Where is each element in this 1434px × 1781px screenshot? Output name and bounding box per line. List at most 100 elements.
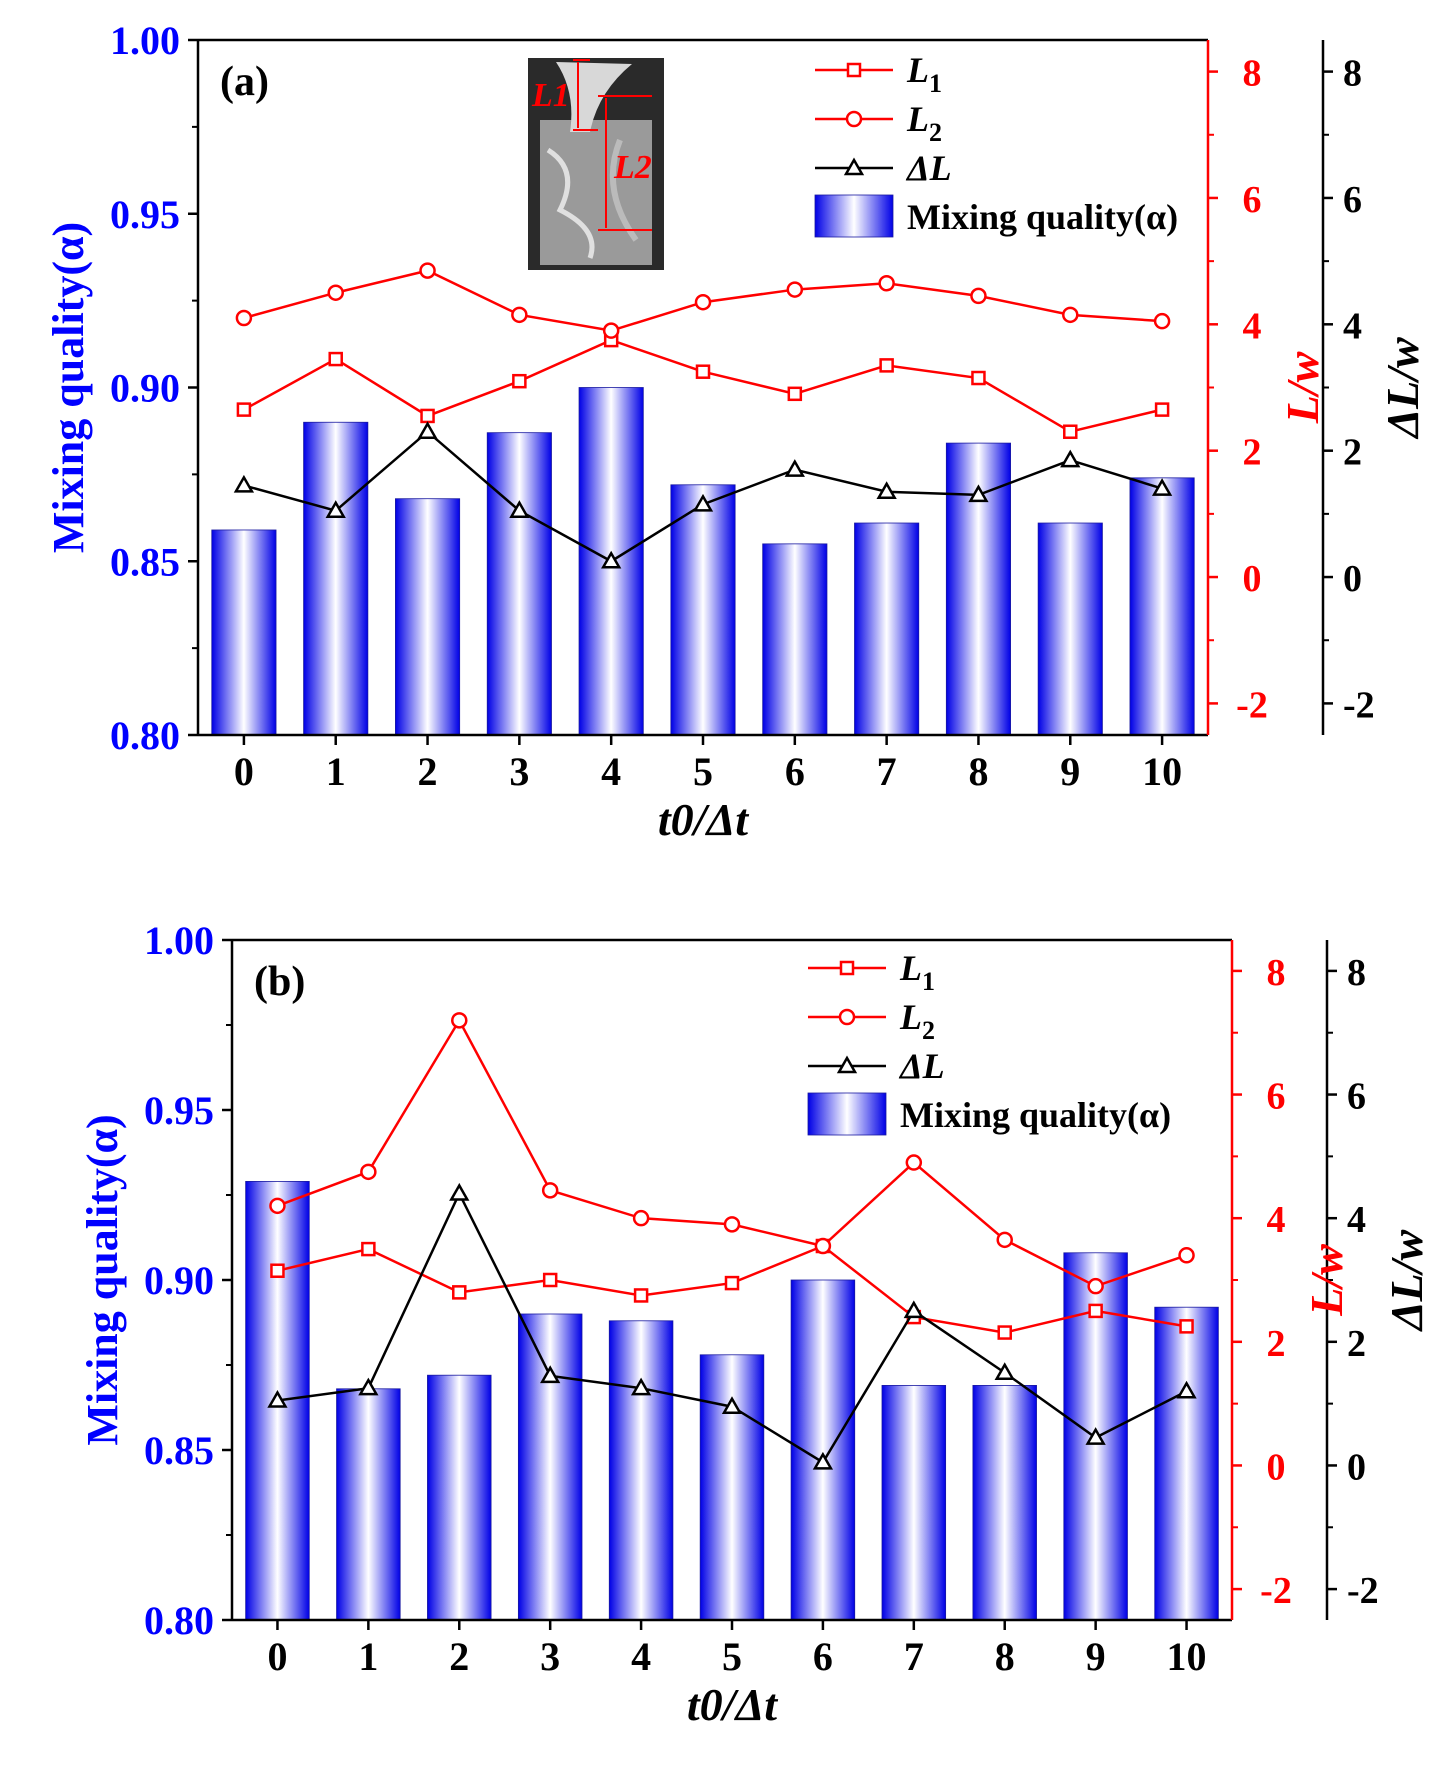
- point-l2: [694, 293, 712, 311]
- bar: [762, 543, 828, 736]
- point-l1: [420, 408, 435, 424]
- point-l1: [633, 1288, 649, 1303]
- left-y-tick-label: 1.00: [110, 18, 180, 63]
- right-y-tick-label: 2: [1243, 432, 1262, 474]
- right-y-tick-label: 4: [1243, 305, 1262, 347]
- point-l1: [542, 1272, 558, 1288]
- left-y-tick-label: 0.95: [144, 1088, 214, 1133]
- legend-label-bar: Mixing quality(α): [907, 197, 1178, 237]
- legend-label-l1: L1: [906, 50, 942, 98]
- x-tick-label: 2: [418, 749, 438, 794]
- legend-label-dl: ΔL: [898, 1046, 945, 1086]
- x-tick-label: 0: [234, 749, 254, 794]
- point-dl: [540, 1365, 561, 1384]
- x-tick-label: 3: [540, 1634, 560, 1679]
- legend-label-l2: L2: [906, 99, 942, 147]
- far-y-tick-label: 6: [1347, 1076, 1366, 1118]
- point-l1: [270, 1263, 285, 1278]
- far-y-tick-label: 2: [1347, 1323, 1366, 1365]
- x-axis-title: t0/Δt: [658, 794, 749, 845]
- right-y-tick-label: 0: [1243, 558, 1262, 600]
- bar: [881, 1385, 947, 1621]
- legend-label-sub: 2: [929, 118, 942, 147]
- point-l1: [724, 1275, 740, 1291]
- far-y-tick-label: 0: [1347, 1446, 1366, 1488]
- legend-label-main: L: [906, 99, 929, 139]
- bar: [1154, 1306, 1219, 1621]
- left-y-tick-label: 0.80: [144, 1598, 214, 1643]
- left-y-tick-label: 0.90: [110, 366, 180, 411]
- point-l1: [787, 386, 803, 402]
- point-l1: [452, 1285, 467, 1300]
- left-y-tick-label: 0.80: [110, 713, 180, 758]
- legend-label-main: ΔL: [905, 148, 952, 188]
- x-tick-label: 6: [813, 1634, 833, 1679]
- x-tick-label: 5: [722, 1634, 742, 1679]
- legend-label-main: L: [906, 50, 929, 90]
- point-l1: [1154, 402, 1170, 417]
- point-dl: [509, 500, 530, 518]
- point-l2: [602, 322, 620, 339]
- point-l1: [361, 1241, 376, 1257]
- point-l2: [360, 1163, 377, 1181]
- bar: [670, 484, 736, 736]
- left-y-tick-label: 1.00: [144, 918, 214, 963]
- point-dl: [812, 1451, 834, 1470]
- legend-label-sub: 2: [922, 1016, 935, 1045]
- inset-l2-label: L2: [613, 149, 652, 186]
- point-l1: [1088, 1303, 1103, 1319]
- x-tick-label: 5: [693, 749, 713, 794]
- left-y-tick-label: 0.85: [110, 539, 180, 584]
- point-l2: [327, 284, 344, 301]
- bar: [303, 421, 369, 736]
- legend-label-main: Mixing quality(α): [907, 197, 1178, 237]
- legend-label-main: L: [899, 948, 922, 988]
- point-dl: [358, 1377, 379, 1396]
- point-l2: [1062, 306, 1079, 324]
- left-y-tick-label: 0.90: [144, 1258, 214, 1303]
- far-y-tick-label: 2: [1343, 432, 1362, 474]
- point-l2: [541, 1182, 559, 1199]
- legend-marker-dl: [843, 157, 865, 176]
- right-y-tick-label: 6: [1243, 179, 1262, 221]
- point-l2: [996, 1231, 1013, 1249]
- point-dl: [1085, 1427, 1106, 1445]
- point-l2: [632, 1209, 650, 1227]
- point-l2: [814, 1237, 832, 1255]
- bar: [854, 522, 920, 736]
- bar: [608, 1320, 674, 1621]
- far-y-tick-label: 0: [1343, 558, 1362, 600]
- series-line-l1: [243, 338, 1163, 434]
- bar: [336, 1388, 401, 1621]
- x-tick-label: 7: [877, 749, 897, 794]
- point-l1: [512, 373, 527, 389]
- point-dl: [233, 474, 255, 493]
- point-l2: [786, 281, 804, 298]
- x-tick-label: 9: [1060, 749, 1080, 794]
- bar: [1129, 477, 1195, 736]
- point-dl: [968, 484, 989, 503]
- point-dl: [601, 550, 622, 569]
- panel-a: 0 1 2 3 4 5 6 7 8 9 100.800.850.900.951.00-202468-…: [44, 18, 1428, 845]
- point-l2: [905, 1154, 923, 1171]
- far-y-axis-title: ΔL/w: [1381, 1229, 1432, 1332]
- x-tick-label: 8: [995, 1634, 1015, 1679]
- series-line-l2: [277, 1017, 1187, 1288]
- point-dl: [267, 1390, 288, 1408]
- bar: [699, 1354, 765, 1621]
- point-l2: [235, 309, 253, 327]
- right-y-tick-label: 8: [1267, 952, 1286, 994]
- point-l1: [1179, 1319, 1194, 1334]
- x-tick-label: 7: [904, 1634, 924, 1679]
- legend-marker-dl: [836, 1055, 858, 1074]
- x-tick-label: 1: [326, 749, 346, 794]
- point-l1: [695, 364, 711, 379]
- point-dl: [417, 421, 438, 439]
- point-dl: [1060, 449, 1081, 468]
- right-y-tick-label: 8: [1243, 53, 1262, 95]
- point-dl: [784, 459, 805, 477]
- point-l1: [328, 351, 343, 367]
- point-l1: [879, 358, 894, 373]
- left-y-axis-title: Mixing quality(α): [78, 1114, 127, 1445]
